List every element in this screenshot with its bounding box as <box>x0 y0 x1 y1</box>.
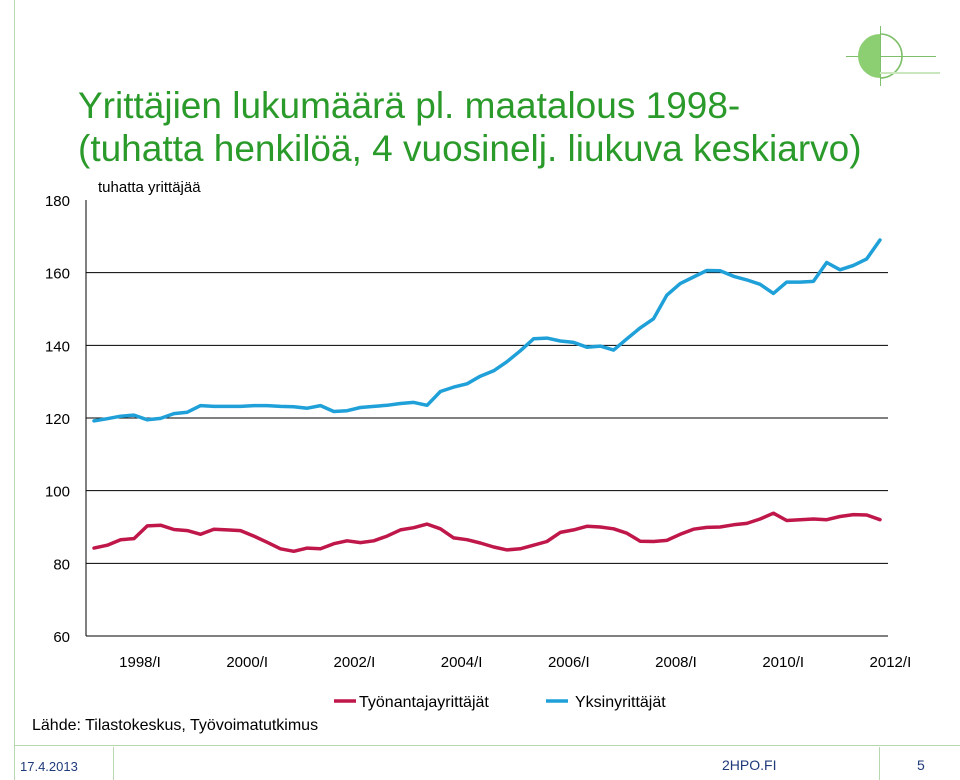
x-tick-label: 2012/I <box>870 654 912 671</box>
y-tick-label: 60 <box>53 629 70 646</box>
y-tick-label: 180 <box>45 193 70 210</box>
slide-title: Yrittäjien lukumäärä pl. maatalous 1998-… <box>78 84 862 170</box>
y-tick-label: 140 <box>45 338 70 355</box>
x-tick-label: 2002/I <box>334 654 376 671</box>
footer-divider <box>14 745 960 746</box>
chart: 60 80 100 120 140 160 180 tuhatta yrittäjää 19… <box>45 179 912 711</box>
x-axis: 1998/I 2000/I 2002/I 2004/I 2006/I 2008/I 2010… <box>86 635 912 671</box>
legend-label: Työnantajayrittäjät <box>359 694 489 711</box>
x-tick-label: 2004/I <box>441 654 483 671</box>
y-tick-label: 80 <box>53 556 70 573</box>
series-line <box>92 511 882 554</box>
company-logo <box>846 26 940 86</box>
page-number: 5 <box>917 757 925 773</box>
series-line <box>92 238 882 423</box>
left-border-line <box>14 0 15 780</box>
footer-separator <box>113 747 114 780</box>
title-line-1: Yrittäjien lukumäärä pl. maatalous 1998- <box>78 85 741 126</box>
x-tick-label: 2006/I <box>548 654 590 671</box>
y-tick-label: 160 <box>45 266 70 283</box>
footer-site: 2HPO.FI <box>722 757 777 773</box>
source-note: Lähde: Tilastokeskus, Työvoimatutkimus <box>32 717 319 734</box>
legend: Työnantajayrittäjät Yksinyrittäjät <box>334 694 666 711</box>
x-tick-label: 2010/I <box>762 654 804 671</box>
gridlines <box>86 272 888 564</box>
footer-date: 17.4.2013 <box>20 759 78 774</box>
x-tick-label: 1998/I <box>119 654 161 671</box>
y-tick-label: 120 <box>45 411 70 428</box>
x-tick-label: 2008/I <box>655 654 697 671</box>
y-tick-label: 100 <box>45 484 70 501</box>
legend-label: Yksinyrittäjät <box>575 694 666 711</box>
x-tick-label: 2000/I <box>226 654 268 671</box>
footer-separator <box>879 747 880 780</box>
title-line-2: (tuhatta henkilöä, 4 vuosinelj. liukuva … <box>78 128 862 169</box>
y-axis-label: tuhatta yrittäjää <box>98 179 201 196</box>
y-axis: 60 80 100 120 140 160 180 <box>45 193 87 646</box>
series-lines <box>92 238 882 554</box>
